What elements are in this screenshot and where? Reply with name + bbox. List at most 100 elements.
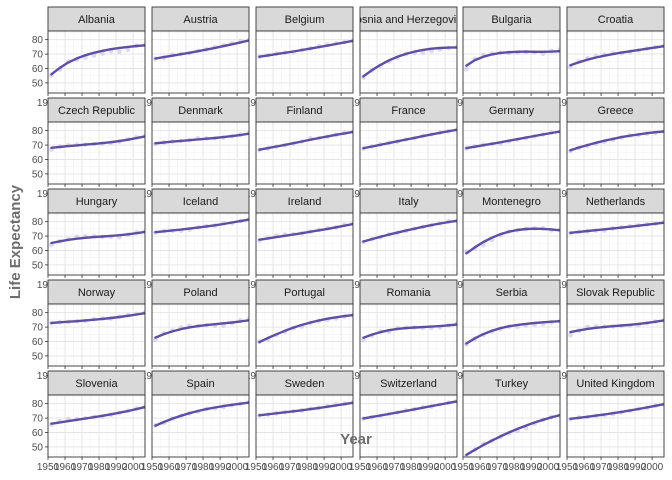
plot-background	[256, 122, 353, 184]
facet-strip-label: Poland	[183, 287, 217, 299]
facet-panel: Czech Republic50607080195019601970198019…	[32, 97, 146, 200]
y-tick-label: 70	[32, 50, 44, 61]
plot-background	[152, 31, 249, 93]
facet-strip	[566, 279, 665, 305]
y-tick-label: 60	[32, 337, 44, 348]
trend-line	[258, 401, 353, 417]
trend-line	[154, 39, 249, 60]
trend-line	[569, 130, 664, 152]
trend-line	[50, 405, 145, 425]
x-tick-label: 2000	[122, 462, 145, 473]
x-tick-label: 1980	[88, 462, 111, 473]
panel-border	[566, 212, 665, 276]
y-tick-label: 70	[32, 141, 44, 152]
x-tick-label: 1950	[37, 462, 60, 473]
trend-line	[569, 403, 664, 420]
facet-panel: Slovak Republic195019601970198019902000	[556, 279, 665, 382]
facet-strip	[47, 188, 146, 214]
facet-strip	[255, 188, 354, 214]
facet-strip	[151, 370, 250, 396]
x-tick-label: 1980	[296, 462, 319, 473]
facet-panel: Ireland195019601970198019902000	[245, 188, 354, 291]
x-tick-label: 1970	[71, 462, 94, 473]
facet-strip	[255, 279, 354, 305]
panel-border	[255, 30, 354, 94]
plot-background	[567, 213, 664, 275]
trend-line	[50, 44, 145, 76]
facet-panel: Montenegro195019601970198019902000	[452, 188, 561, 291]
facet-panel: Finland195019601970198019902000	[245, 97, 354, 200]
facet-strip-label: Ireland	[288, 196, 322, 208]
facet-panel: Italy195019601970198019902000	[349, 188, 458, 291]
panel-border	[359, 30, 458, 94]
y-tick-label: 60	[32, 428, 44, 439]
facet-strip-label: Greece	[597, 105, 633, 117]
facet-strip-label: France	[391, 105, 425, 117]
facet-strip-label: Iceland	[183, 196, 218, 208]
data-point	[91, 53, 97, 59]
trend-line	[465, 320, 560, 345]
trend-line	[362, 46, 457, 78]
facet-panel: Austria195019601970198019902000	[141, 6, 250, 109]
panel-border	[151, 303, 250, 367]
facet-strip-label: Romania	[386, 287, 431, 299]
y-tick-label: 70	[32, 232, 44, 243]
facet-panel: Albania50607080195019601970198019902000	[32, 6, 146, 109]
x-tick-label: 1990	[209, 462, 232, 473]
plot-background	[256, 31, 353, 93]
panel-border	[359, 212, 458, 276]
plot-background	[463, 122, 560, 184]
facet-panel: Hungary50607080195019601970198019902000	[32, 188, 146, 291]
x-tick-label: 1970	[279, 462, 302, 473]
x-tick-label: 1960	[573, 462, 596, 473]
trend-line	[258, 222, 353, 241]
facet-strip-label: Switzerland	[380, 378, 437, 390]
y-tick-label: 80	[32, 399, 44, 410]
trend-line	[465, 50, 560, 67]
panel-border	[462, 303, 561, 367]
y-tick-label: 70	[32, 414, 44, 425]
panel-border	[359, 394, 458, 458]
plot-background	[152, 304, 249, 366]
facet-strip-label: Bulgaria	[491, 14, 532, 26]
facet-panel: Norway50607080195019601970198019902000	[32, 279, 146, 382]
facet-strip-label: Netherlands	[586, 196, 646, 208]
panel-border	[151, 394, 250, 458]
facet-strip-label: Germany	[489, 105, 535, 117]
data-point	[361, 337, 366, 343]
plot-background	[152, 122, 249, 184]
trend-line	[362, 128, 457, 150]
facet-strip-label: Portugal	[284, 287, 325, 299]
plot-background	[360, 31, 457, 93]
facet-panel: Germany195019601970198019902000	[452, 97, 561, 200]
x-tick-label: 2000	[641, 462, 664, 473]
trend-line	[154, 218, 249, 234]
panel-border	[462, 394, 561, 458]
x-tick-label: 2000	[330, 462, 353, 473]
panel-border	[47, 394, 146, 458]
facet-strip-label: Spain	[186, 378, 214, 390]
facet-strip-label: Czech Republic	[58, 105, 136, 117]
plot-background	[48, 304, 145, 366]
trend-line	[258, 130, 353, 151]
y-tick-label: 60	[32, 246, 44, 257]
plot-background	[256, 213, 353, 275]
x-tick-label: 2000	[434, 462, 457, 473]
x-tick-label: 1990	[313, 462, 336, 473]
y-tick-label: 80	[32, 308, 44, 319]
x-tick-label: 1960	[158, 462, 181, 473]
facet-strip	[47, 279, 146, 305]
facet-strip	[255, 370, 354, 396]
plot-background	[567, 395, 664, 457]
data-point	[464, 66, 469, 72]
facet-strip	[462, 370, 561, 396]
x-tick-label: 1960	[54, 462, 77, 473]
trend-line	[258, 39, 353, 58]
y-tick-label: 80	[32, 217, 44, 228]
y-tick-label: 50	[32, 351, 44, 362]
x-axis-title: Year	[340, 431, 372, 448]
